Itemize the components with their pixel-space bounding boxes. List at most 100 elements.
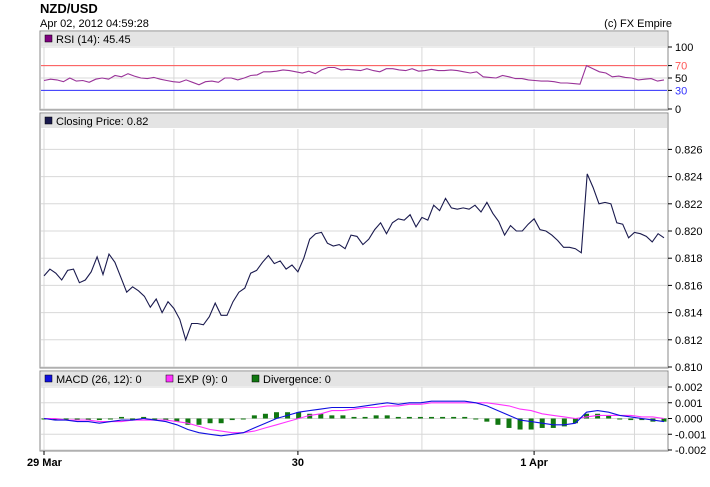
divergence-bar-10 [152, 418, 158, 420]
x-axis: 29 Mar 30 1 Apr [27, 451, 549, 469]
price-panel-frame [39, 112, 669, 369]
divergence-bar-50 [595, 413, 601, 419]
divergence-bar-8 [130, 418, 136, 420]
divergence-bar-1 [52, 418, 58, 421]
divergence-bar-41 [495, 418, 501, 425]
divergence-bar-25 [318, 413, 324, 419]
divergence-bar-4 [85, 418, 91, 421]
divergence-bar-47 [561, 418, 567, 427]
y-tick-label-1: -0.001 [675, 429, 706, 441]
divergence-bar-32 [395, 416, 401, 419]
divergence-bar-49 [584, 413, 589, 419]
divergence-bar-39 [473, 418, 479, 420]
divergence-bar-27 [340, 415, 346, 419]
divergence-bar-46 [550, 418, 556, 428]
divergence-bar-26 [329, 415, 335, 419]
divergence-bar-48 [572, 418, 578, 424]
divergence-bar-54 [639, 418, 645, 421]
divergence-bar-23 [296, 412, 302, 419]
divergence-bar-38 [462, 416, 468, 419]
divergence-bar-5 [96, 418, 102, 421]
divergence-bar-34 [417, 416, 423, 419]
y-tick-label-1: 30 [675, 85, 687, 97]
divergence-bar-28 [351, 416, 357, 419]
divergence-bar-11 [163, 418, 169, 421]
divergence-bar-9 [141, 416, 147, 419]
chart-datetime: Apr 02, 2012 04:59:28 [40, 18, 149, 30]
macd-legend-band [41, 372, 667, 386]
divergence-bar-31 [384, 415, 390, 419]
y-tick-label-3: 70 [675, 61, 687, 73]
divergence-bar-36 [440, 416, 446, 419]
divergence-bar-6 [107, 418, 113, 420]
divergence-bar-18 [240, 418, 246, 420]
divergence-bar-29 [362, 416, 368, 419]
x-tick-label-2: 1 Apr [520, 457, 548, 469]
macd-axis: -0.002 -0.001 0.000 0.001 0.002 [668, 382, 706, 457]
price-legend-label: Closing Price: 0.82 [56, 116, 148, 128]
divergence-bar-51 [606, 415, 612, 419]
divergence-bar-37 [451, 416, 457, 419]
macd-legend-swatch [44, 374, 53, 383]
y-tick-label-0: 0.810 [675, 362, 703, 374]
divergence-legend-label: Divergence: 0 [263, 374, 331, 386]
divergence-bar-20 [262, 413, 268, 419]
divergence-bar-15 [207, 418, 213, 424]
divergence-bar-14 [196, 418, 202, 425]
chart-title: NZD/USD [40, 1, 98, 16]
price-grid [41, 129, 667, 368]
y-tick-label-5: 0.820 [675, 226, 703, 238]
price-lines [43, 173, 665, 342]
rsi-line [43, 64, 665, 86]
y-tick-label-3: 0.816 [675, 280, 703, 292]
x-tick-label-1: 30 [292, 457, 304, 469]
y-tick-label-7: 0.824 [675, 172, 703, 184]
divergence-bar-7 [119, 416, 124, 419]
macd-panel: -0.002 -0.001 0.000 0.001 0.002 MACD (26, 12… [39, 370, 706, 457]
x-tick-label-0: 29 Mar [27, 457, 63, 469]
price-legend-swatch [44, 116, 53, 125]
y-tick-label-4: 0.002 [675, 382, 703, 394]
y-tick-label-4: 100 [675, 42, 693, 54]
divergence-bar-30 [373, 415, 379, 419]
macd-legend-label: MACD (26, 12): 0 [56, 374, 142, 386]
price-axis: 0.810 0.812 0.814 0.816 0.818 0.820 0.822 0.824… [668, 144, 703, 374]
divergence-bar-17 [229, 418, 235, 421]
divergence-bar-44 [528, 418, 534, 430]
divergence-legend-swatch [251, 374, 260, 383]
chart-credit: (c) FX Empire [604, 18, 672, 30]
y-tick-label-6: 0.822 [675, 199, 703, 211]
divergence-bars [41, 412, 667, 430]
divergence-bar-2 [63, 418, 69, 420]
y-tick-label-1: 0.812 [675, 335, 703, 347]
rsi-legend-swatch [44, 34, 53, 43]
exp-line [44, 402, 665, 434]
divergence-bar-24 [307, 413, 313, 419]
price-legend-band [41, 114, 667, 128]
divergence-bar-43 [517, 418, 523, 430]
y-tick-label-4: 0.818 [675, 253, 703, 265]
y-tick-label-2: 0.814 [675, 308, 703, 320]
macd-lines [43, 400, 665, 437]
rsi-legend-band [41, 32, 667, 46]
divergence-bar-42 [506, 418, 512, 428]
y-tick-label-0: -0.002 [675, 445, 706, 457]
closing-price-line [43, 173, 665, 342]
exp-legend-swatch [165, 374, 174, 383]
y-tick-label-2: 50 [675, 73, 687, 85]
divergence-bar-35 [429, 416, 434, 419]
price-panel: 0.810 0.812 0.814 0.816 0.818 0.820 0.822 0.824… [39, 112, 703, 374]
divergence-bar-3 [74, 418, 80, 421]
divergence-bar-12 [174, 418, 180, 422]
rsi-legend-label: RSI (14): 45.45 [56, 34, 131, 46]
rsi-lines [41, 64, 667, 91]
divergence-bar-52 [617, 418, 623, 420]
y-tick-label-8: 0.826 [675, 144, 703, 156]
divergence-bar-19 [251, 415, 257, 419]
exp-legend-label: EXP (9): 0 [177, 374, 228, 386]
y-tick-label-2: 0.000 [675, 414, 703, 426]
divergence-bar-56 [661, 418, 667, 422]
